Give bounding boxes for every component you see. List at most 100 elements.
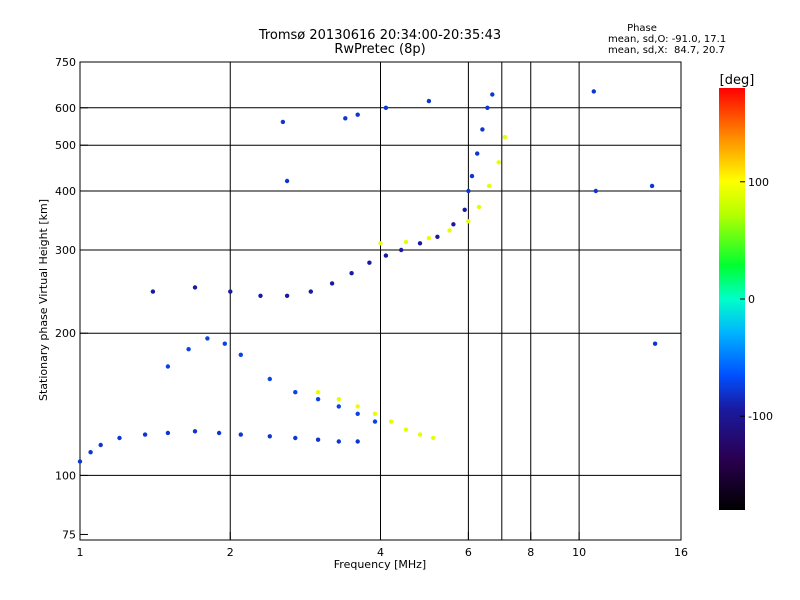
colorbar-ticks: 100 0 -100	[740, 176, 773, 423]
echo-point	[165, 364, 171, 369]
echo-point	[447, 228, 452, 233]
echo-point	[192, 285, 198, 290]
echo-point	[383, 253, 389, 258]
echo-point	[222, 341, 227, 346]
echo-point	[315, 397, 321, 402]
echo-point	[293, 435, 298, 441]
echo-point	[355, 411, 360, 416]
echo-point	[228, 289, 233, 294]
y-tick-label: 200	[55, 327, 76, 340]
echo-point	[490, 92, 495, 97]
echo-point	[403, 427, 409, 432]
echo-point	[355, 112, 360, 117]
echo-point	[329, 281, 335, 286]
echo-point	[426, 235, 432, 241]
echo-point	[417, 432, 423, 437]
echo-point	[238, 352, 243, 357]
echo-point	[336, 397, 341, 402]
echo-point	[186, 347, 191, 352]
echo-point	[315, 390, 321, 395]
echo-point	[216, 430, 222, 436]
echo-point	[372, 419, 378, 424]
echo-point	[417, 241, 423, 246]
y-tick-label: 500	[55, 139, 76, 152]
echo-point	[466, 219, 471, 224]
echo-point	[435, 234, 440, 239]
echo-point	[117, 435, 122, 441]
echo-point	[315, 437, 321, 442]
y-tick-label: 300	[55, 244, 76, 257]
echo-point	[462, 207, 467, 212]
echo-point	[98, 442, 103, 448]
echo-point	[284, 178, 290, 184]
chart-subtitle: RwPretec (8p)	[334, 42, 425, 57]
echo-point	[308, 289, 313, 294]
echo-point	[165, 430, 171, 436]
axis-ticks: 1 2 4 6 8 10 16 75 100 200 300 400 500 600 750	[55, 56, 688, 559]
echo-point	[150, 289, 156, 294]
colorbar-tick-label: 100	[748, 176, 769, 189]
x-tick-label: 10	[572, 546, 586, 559]
chart-title: Tromsø 20130616 20:34:00-20:35:43	[258, 28, 501, 43]
echo-point	[476, 204, 482, 210]
y-tick-label: 750	[55, 56, 76, 69]
echo-point	[192, 429, 198, 434]
echo-point	[267, 376, 272, 382]
echo-point	[426, 98, 432, 104]
y-tick-label: 600	[55, 102, 76, 115]
colorbar-tick-label: -100	[748, 410, 773, 423]
colorbar-label: [deg]	[720, 73, 755, 88]
x-tick-label: 2	[227, 546, 234, 559]
data-points	[77, 89, 658, 464]
echo-point	[502, 134, 508, 140]
echo-point	[431, 435, 436, 441]
echo-point	[88, 450, 93, 455]
echo-point	[652, 341, 658, 346]
echo-point	[388, 419, 394, 424]
echo-point	[355, 439, 360, 444]
echo-point	[383, 105, 389, 111]
echo-point	[466, 188, 471, 194]
phase-stats-o-line: mean, sd,O: -91.0, 17.1	[608, 34, 726, 45]
echo-point	[372, 411, 378, 416]
y-tick-label: 75	[62, 528, 76, 541]
echo-point	[485, 105, 490, 111]
echo-point	[378, 241, 383, 246]
echo-point	[336, 439, 341, 444]
x-tick-label: 4	[377, 546, 384, 559]
y-tick-label: 400	[55, 185, 76, 198]
echo-point	[496, 160, 501, 165]
echo-point	[336, 404, 341, 409]
echo-point	[77, 459, 83, 464]
echo-point	[258, 293, 263, 298]
x-tick-label: 1	[77, 546, 84, 559]
echo-point	[591, 89, 596, 94]
phase-stats-header: Phase	[627, 23, 657, 34]
colorbar-tick-label: 0	[748, 293, 755, 306]
echo-point	[451, 222, 456, 227]
echo-point	[205, 336, 210, 341]
echo-point	[399, 247, 404, 253]
echo-point	[480, 127, 485, 132]
echo-point	[284, 293, 290, 298]
echo-point	[343, 116, 348, 121]
echo-point	[280, 119, 286, 125]
echo-point	[486, 183, 492, 189]
echo-point	[469, 173, 475, 179]
y-tick-label: 100	[55, 469, 76, 482]
x-tick-label: 16	[674, 546, 688, 559]
echo-point	[355, 404, 360, 409]
echo-point	[367, 260, 372, 265]
x-axis-label: Frequency [MHz]	[334, 558, 426, 571]
x-tick-label: 6	[465, 546, 472, 559]
echo-point	[238, 432, 243, 437]
echo-point	[649, 183, 655, 189]
y-axis-label: Stationary phase Virtual Height [km]	[37, 199, 50, 401]
echo-point	[293, 390, 298, 395]
grid-layer	[80, 62, 681, 540]
echo-point	[142, 432, 148, 437]
echo-point	[593, 188, 598, 194]
echo-point	[267, 434, 272, 439]
echo-point	[475, 151, 480, 156]
